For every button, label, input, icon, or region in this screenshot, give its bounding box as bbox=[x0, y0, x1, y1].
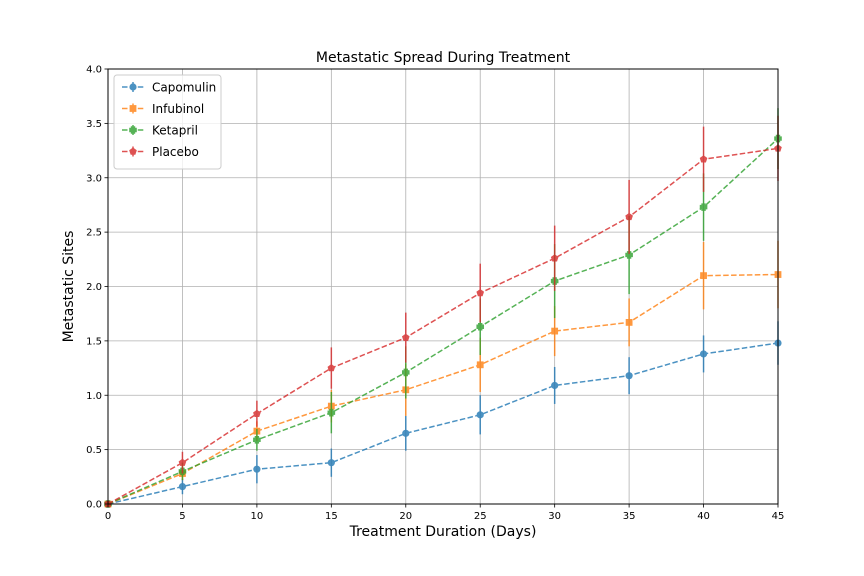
placebo-point bbox=[476, 289, 485, 297]
capomulin-point bbox=[253, 465, 261, 473]
x-tick-label: 5 bbox=[179, 511, 185, 522]
ketapril-point bbox=[327, 408, 336, 417]
x-tick-label: 15 bbox=[325, 511, 338, 522]
y-axis-label: Metastatic Sites bbox=[61, 231, 77, 343]
series-layer bbox=[104, 108, 782, 508]
placebo-point bbox=[327, 364, 336, 372]
x-tick-label: 25 bbox=[474, 511, 487, 522]
infubinol-line bbox=[107, 273, 779, 505]
placebo-point bbox=[178, 458, 187, 466]
x-axis-label: Treatment Duration (Days) bbox=[349, 524, 537, 540]
capomulin-point bbox=[551, 381, 559, 390]
legend-box bbox=[113, 74, 222, 170]
capomulin-point bbox=[327, 459, 335, 467]
y-tick-label: 3.0 bbox=[86, 173, 102, 184]
axis-ticks: 0 5 10 15 20 25 30 35 40 45 0.0 0.5 1.0 1.5 2.0 2.5 3.0 3… bbox=[86, 65, 784, 523]
infubinol-point bbox=[551, 327, 559, 335]
x-tick-label: 40 bbox=[697, 511, 710, 522]
legend-entry-capomulin bbox=[122, 82, 144, 92]
chart-title: Metastatic Spread During Treatment bbox=[316, 50, 571, 66]
y-tick-label: 2.5 bbox=[86, 228, 102, 239]
capomulin-point bbox=[476, 411, 484, 419]
legend-marker-capomulin bbox=[129, 83, 137, 91]
ketapril-point bbox=[699, 203, 708, 211]
y-tick-label: 1.0 bbox=[86, 391, 102, 402]
infubinol-point bbox=[700, 272, 707, 280]
y-tick-label: 1.5 bbox=[86, 336, 102, 347]
ketapril-point bbox=[625, 251, 633, 259]
ketapril-point bbox=[476, 322, 485, 331]
placebo-point bbox=[625, 212, 633, 221]
legend-entry-ketapril bbox=[122, 125, 144, 135]
ketapril-line bbox=[107, 138, 779, 505]
legend-label-infubinol: Infubinol bbox=[152, 102, 204, 116]
placebo-point bbox=[550, 254, 559, 262]
capomulin-point bbox=[402, 429, 410, 437]
capomulin-point bbox=[625, 372, 633, 380]
x-tick-label: 30 bbox=[548, 511, 561, 522]
x-tick-label: 45 bbox=[772, 511, 785, 522]
x-tick-label: 20 bbox=[399, 511, 412, 522]
ketapril-point bbox=[253, 436, 261, 444]
placebo-point bbox=[401, 333, 410, 341]
infubinol-point bbox=[625, 318, 633, 326]
capomulin-point bbox=[699, 350, 708, 358]
x-tick-label: 0 bbox=[105, 511, 111, 522]
y-tick-label: 2.0 bbox=[86, 282, 102, 293]
legend-entry-infubinol bbox=[122, 103, 144, 114]
legend-marker-ketapril bbox=[129, 126, 137, 134]
legend-label-placebo: Placebo bbox=[152, 145, 199, 159]
placebo-point bbox=[253, 409, 261, 417]
legend-marker-infubinol bbox=[129, 105, 137, 112]
y-tick-label: 0.5 bbox=[86, 445, 102, 456]
y-tick-label: 4.0 bbox=[86, 65, 102, 76]
placebo-point bbox=[699, 155, 708, 163]
capomulin-line bbox=[107, 342, 779, 505]
legend-label-ketapril: Ketapril bbox=[152, 124, 198, 138]
y-tick-label: 0.0 bbox=[86, 500, 102, 511]
x-tick-label: 35 bbox=[623, 511, 636, 522]
infubinol-point bbox=[476, 361, 484, 369]
legend: Capomulin Infubinol Ketapril Placebo bbox=[113, 74, 222, 170]
y-tick-label: 3.5 bbox=[86, 119, 102, 130]
x-tick-label: 10 bbox=[251, 511, 264, 522]
ketapril-point bbox=[401, 368, 410, 377]
placebo-line bbox=[107, 147, 779, 505]
legend-entry-placebo bbox=[122, 146, 144, 157]
legend-label-capomulin: Capomulin bbox=[152, 81, 216, 95]
legend-marker-placebo bbox=[129, 147, 137, 155]
capomulin-point bbox=[178, 483, 187, 491]
